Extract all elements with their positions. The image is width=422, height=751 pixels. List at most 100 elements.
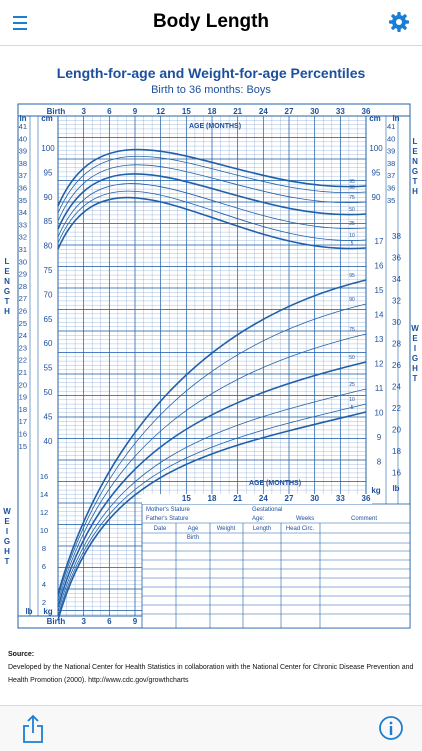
age-tick-inner-27: 27	[285, 494, 294, 503]
length-cm-tick-80: 80	[44, 242, 53, 251]
form-mothers-stature: Mother's Stature	[146, 507, 190, 513]
weight-lb-tick-9: 9	[27, 558, 28, 559]
weight-lb-right-tick-22: 22	[392, 404, 401, 413]
side-length-letter: G	[4, 287, 10, 296]
weight-kg-right-tick-17: 17	[375, 237, 384, 246]
weight-curve-label-p25: 25	[349, 382, 355, 388]
length-curve-p50	[57, 173, 367, 230]
weight-curve-p25	[57, 388, 367, 613]
length-in-tick-34: 34	[19, 208, 27, 217]
length-in-tick-16: 16	[19, 430, 27, 439]
weight-lb-tick-6: 6	[27, 588, 28, 589]
weight-kg-tick-16: 16	[40, 472, 48, 481]
weight-lb-right-tick-38: 38	[392, 232, 401, 241]
weight-lb-right-tick-28: 28	[392, 340, 401, 349]
weight-curve-p10	[57, 403, 367, 617]
age-tick-top-18: 18	[208, 107, 217, 116]
length-cm-tick-90: 90	[44, 193, 53, 202]
age-header-inner: AGE (MONTHS)	[249, 480, 301, 487]
weight-curve-label-p5: 5	[351, 405, 354, 411]
info-button[interactable]	[378, 715, 404, 741]
age-tick-inner-24: 24	[259, 494, 268, 503]
chart-title: Length-for-age and Weight-for-age Percen…	[57, 65, 366, 81]
weight-kg-right-tick-15: 15	[375, 286, 384, 295]
settings-button[interactable]	[386, 9, 412, 35]
weight-lb-tick-11: 11	[27, 538, 28, 539]
length-curve-label-p90: 90	[349, 185, 355, 191]
source-note: Source: Developed by the National Center…	[8, 648, 418, 687]
length-in-tick-24: 24	[19, 331, 27, 340]
form-age-label: Age:	[252, 516, 265, 522]
age-tick-bottom-3: 3	[81, 617, 86, 626]
form-weeks: Weeks	[296, 516, 314, 522]
length-in-tick-35: 35	[19, 196, 27, 205]
inner-age-band	[142, 494, 372, 504]
length-in-right-tick-39: 39	[387, 147, 395, 156]
weight-kg-right-tick-12: 12	[375, 360, 384, 369]
length-curve-label-p75: 75	[349, 195, 355, 201]
length-in-tick-31: 31	[19, 245, 27, 254]
side-length-right-letter: H	[412, 187, 418, 196]
weight-kg-tick-12: 12	[40, 508, 48, 517]
age-tick-top-30: 30	[310, 107, 319, 116]
weight-kg-right-tick-10: 10	[375, 409, 384, 418]
menu-button[interactable]	[10, 10, 36, 36]
weight-lb-tick-8: 8	[27, 568, 28, 569]
weight-lb-right-tick-26: 26	[392, 361, 401, 370]
weight-curve-label-p50: 50	[349, 355, 355, 361]
weight-lb-tick-14: 14	[27, 508, 28, 509]
age-tick-inner-18: 18	[208, 494, 217, 503]
weight-kg-right-tick-9: 9	[377, 433, 382, 442]
form-gestational: Gestational	[252, 507, 282, 513]
side-weight-letter: W	[3, 507, 11, 516]
side-length-letter: N	[4, 277, 10, 286]
navigation-bar: Body Length	[0, 0, 422, 46]
page-title: Body Length	[152, 11, 270, 32]
side-weight-letter: G	[4, 537, 10, 546]
form-col-age: Age	[188, 526, 199, 532]
source-label: Source:	[8, 651, 35, 658]
length-in-tick-18: 18	[19, 405, 27, 414]
record-form-box	[141, 503, 411, 629]
weight-kg-tick-14: 14	[40, 490, 48, 499]
length-curve-label-p10: 10	[349, 233, 355, 239]
side-length-right-letter: E	[412, 147, 418, 156]
side-length-right-letter: G	[412, 167, 418, 176]
unit-cm-top-right: cm	[369, 114, 381, 123]
unit-in-top-left: in	[19, 114, 26, 123]
length-in-tick-27: 27	[19, 294, 27, 303]
length-curve-p95	[57, 148, 367, 207]
info-icon	[379, 716, 403, 740]
age-tick-inner-36: 36	[362, 494, 371, 503]
length-cm-tick-100: 100	[41, 144, 55, 153]
length-in-tick-20: 20	[19, 380, 27, 389]
age-tick-top-33: 33	[336, 107, 345, 116]
chart-subtitle: Birth to 36 months: Boys	[151, 84, 271, 96]
weight-kg-right-tick-8: 8	[377, 458, 382, 467]
form-col-length: Length	[253, 526, 271, 532]
length-in-right-tick-41: 41	[387, 122, 395, 131]
length-in-right-tick-36: 36	[387, 184, 395, 193]
length-in-tick-19: 19	[19, 393, 27, 402]
weight-lb-tick-10: 10	[27, 548, 28, 549]
side-length-right-letter: N	[412, 157, 418, 166]
share-icon	[23, 714, 43, 743]
length-curve-p90	[57, 155, 367, 214]
length-in-right-tick-37: 37	[387, 171, 395, 180]
unit-kg-inner-right: kg	[371, 486, 380, 495]
age-tick-bottom-Birth: Birth	[47, 617, 66, 626]
weight-curve-label-p75: 75	[349, 327, 355, 333]
age-tick-top-15: 15	[182, 107, 191, 116]
form-fathers-stature: Father's Stature	[146, 516, 189, 522]
length-cm-right-tick-100: 100	[369, 144, 383, 153]
length-in-tick-30: 30	[19, 257, 27, 266]
side-length-letter: L	[5, 257, 10, 266]
unit-in-top-right: in	[392, 114, 399, 123]
share-button[interactable]	[20, 714, 46, 744]
length-cm-tick-65: 65	[44, 315, 53, 324]
gear-icon	[389, 12, 409, 32]
record-form-grid	[142, 522, 410, 628]
age-tick-inner-15: 15	[182, 494, 191, 503]
source-text: Developed by the National Center for Hea…	[8, 664, 414, 684]
length-in-tick-21: 21	[19, 368, 27, 377]
